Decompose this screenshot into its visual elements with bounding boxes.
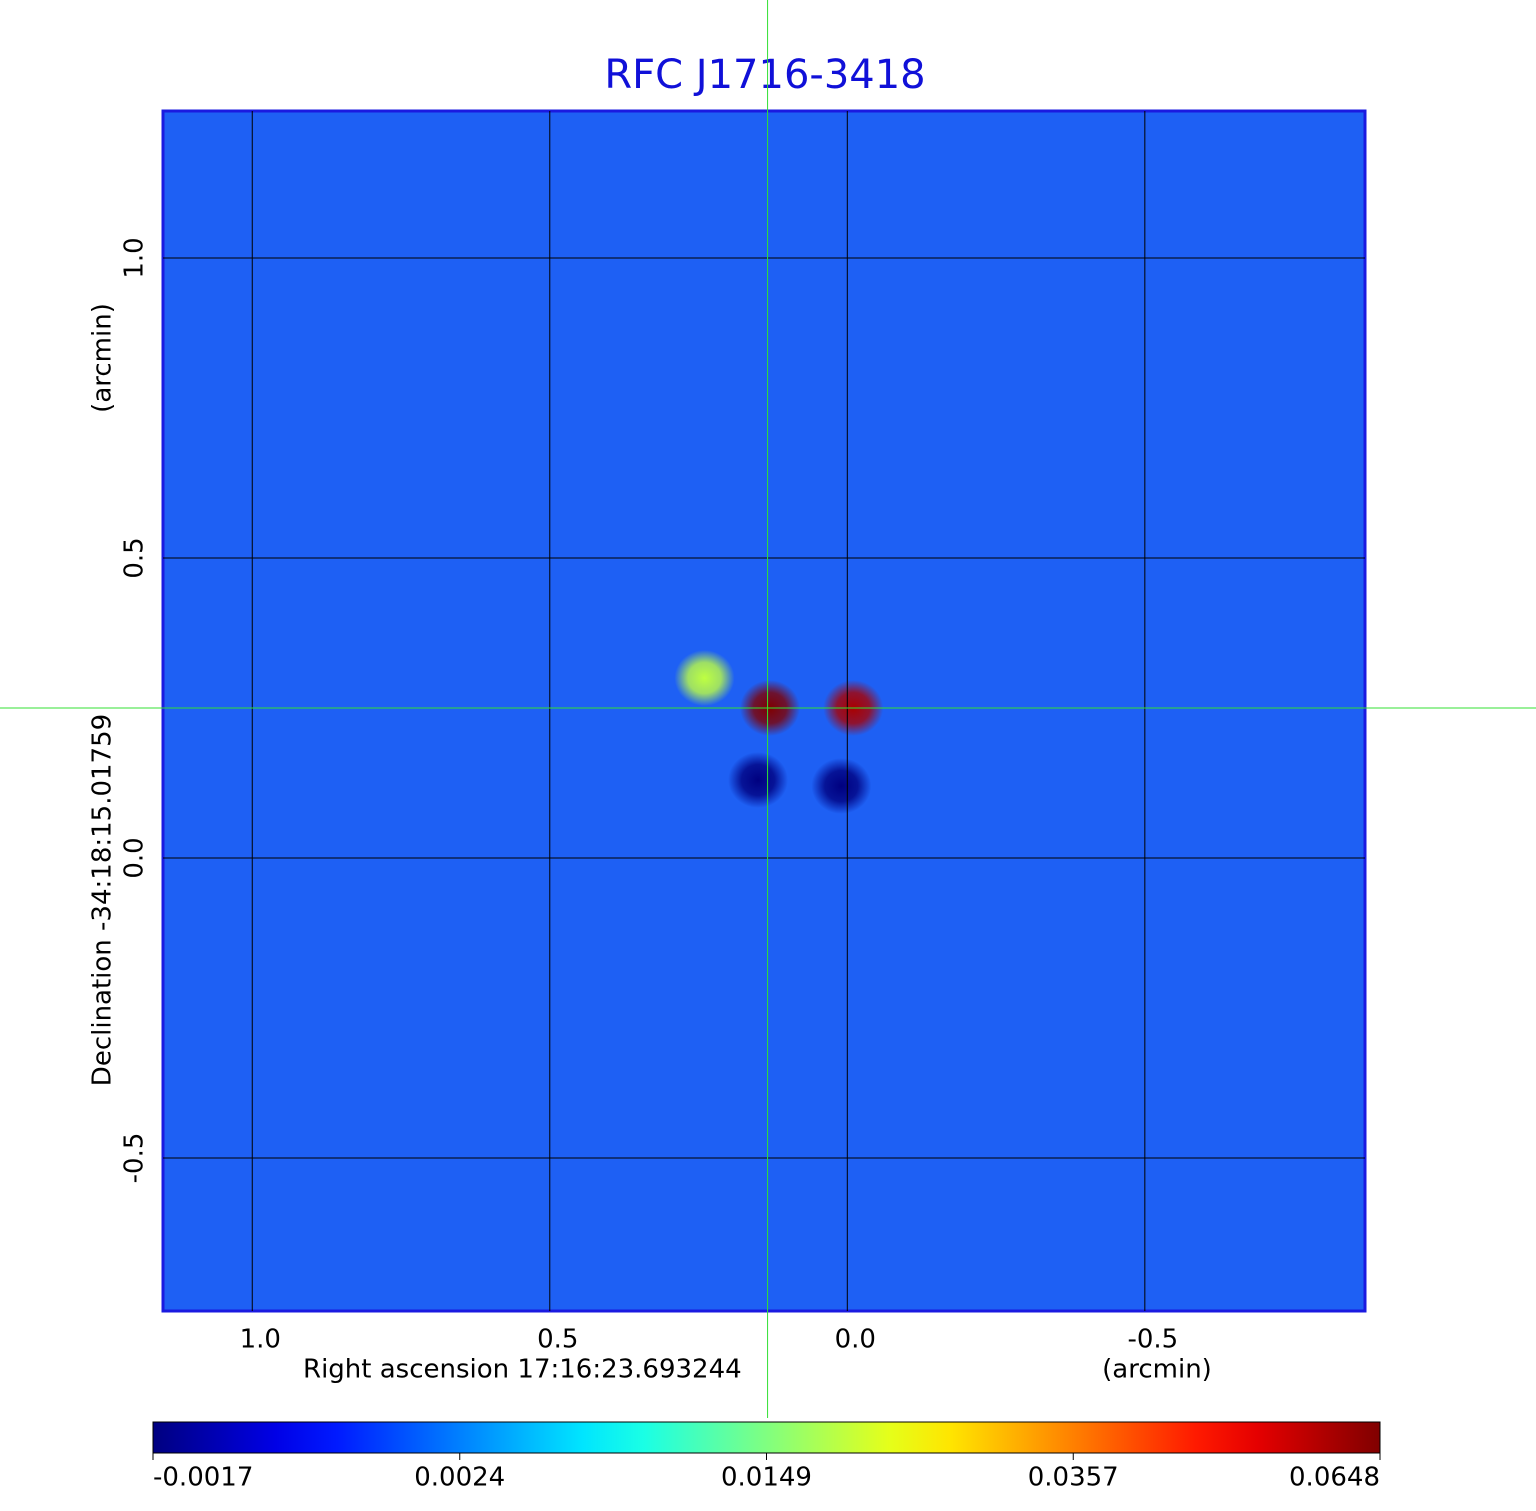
source-blob — [674, 650, 735, 706]
colorbar-tick-label: 0.0648 — [1289, 1463, 1380, 1493]
x-tick-label: 1.0 — [240, 1325, 281, 1355]
source-blob — [811, 758, 872, 814]
y-axis-unit: (arcmin) — [88, 303, 118, 413]
x-tick-label: 0.0 — [835, 1325, 876, 1355]
colorbar — [152, 1421, 1381, 1454]
x-tick-label: -0.5 — [1127, 1325, 1178, 1355]
y-tick-label: -0.5 — [120, 1133, 150, 1184]
x-tick-label: 0.5 — [537, 1325, 578, 1355]
source-blob — [728, 752, 789, 808]
x-axis-unit: (arcmin) — [1102, 1355, 1212, 1385]
y-tick-label: 0.5 — [120, 537, 150, 578]
chart-title: RFC J1716-3418 — [604, 52, 925, 98]
y-axis-label: Declination -34:18:15.01759 — [88, 714, 118, 1086]
colorbar-tick-label: 0.0024 — [414, 1463, 505, 1493]
x-axis-label: Right ascension 17:16:23.693244 — [303, 1355, 742, 1385]
colorbar-tick-label: 0.0357 — [1028, 1463, 1119, 1493]
colorbar-tick-label: -0.0017 — [153, 1463, 253, 1493]
y-tick-label: 1.0 — [120, 237, 150, 278]
y-tick-label: 0.0 — [120, 837, 150, 878]
colorbar-tick-label: 0.0149 — [721, 1463, 812, 1493]
